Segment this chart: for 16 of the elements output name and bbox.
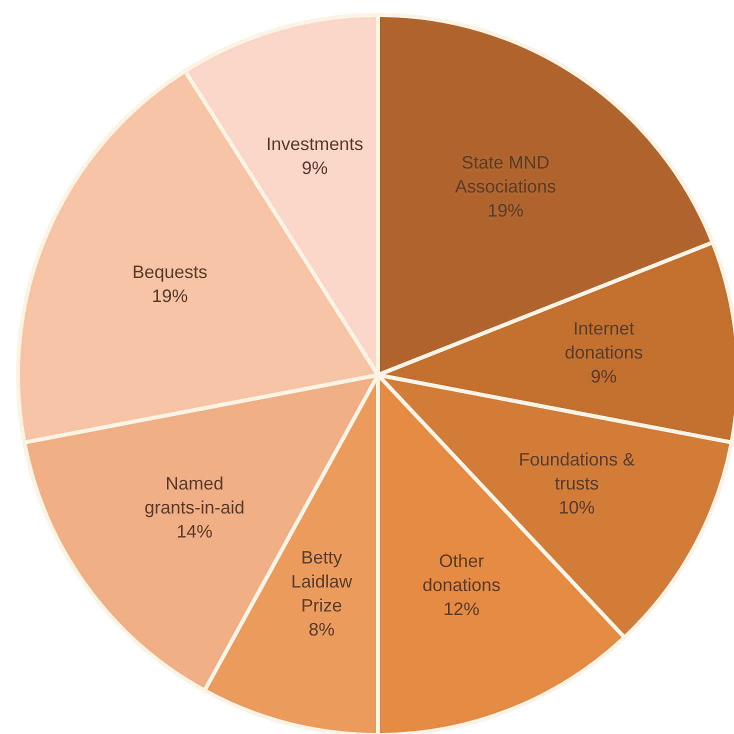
data-label: 19% [487, 200, 524, 220]
slice-label: Named grants-in-aid [144, 473, 245, 518]
data-label: 12% [443, 598, 480, 619]
data-label: 19% [152, 286, 188, 306]
slice-label: Betty Laidlaw Prize [291, 547, 354, 616]
data-label: 10% [558, 497, 595, 518]
slice-label: Other donations [422, 550, 501, 595]
slice-label: Foundations & trusts [518, 449, 635, 494]
slice-label: Bequests [132, 262, 208, 282]
slice-label: Investments [266, 134, 364, 154]
data-label: 9% [302, 158, 328, 178]
data-label: 8% [308, 619, 335, 640]
data-label: 14% [176, 521, 213, 542]
data-label: 9% [590, 366, 617, 386]
slice-label: State MND Associations [454, 152, 556, 196]
slice-label: Internet donations [564, 318, 643, 362]
